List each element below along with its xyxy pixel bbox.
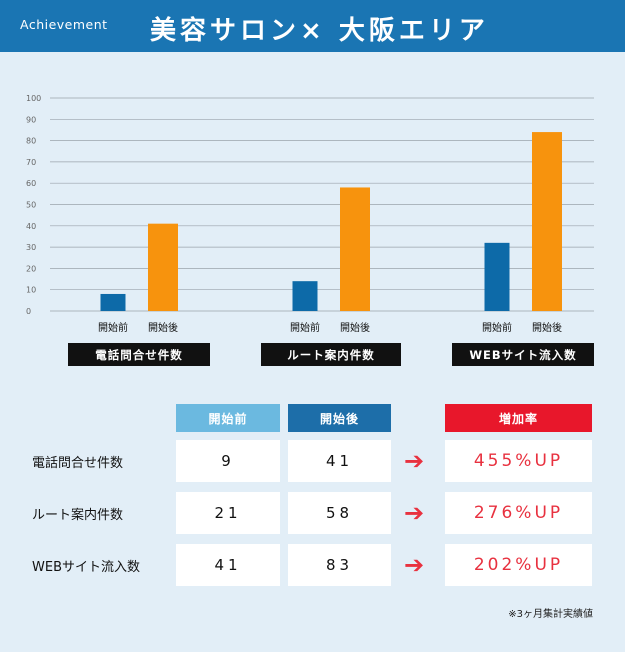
bar-after [532, 132, 562, 311]
footnote: ※3ヶ月集計実績値 [508, 609, 593, 620]
cell-before-phone: 9 [176, 440, 280, 482]
cell-after-route: 58 [288, 492, 391, 534]
cell-after-web: 83 [288, 544, 391, 586]
row-label-phone: 電話問合せ件数 [32, 455, 124, 471]
group-label-web: WEBサイト流入数 [452, 343, 594, 366]
y-tick-label: 100 [26, 94, 41, 103]
group-label-phone: 電話問合せ件数 [68, 343, 210, 366]
y-tick-label: 40 [26, 222, 36, 231]
chart-bars [100, 132, 562, 311]
cell-before-web: 41 [176, 544, 280, 586]
table-header-before: 開始前 [176, 404, 280, 432]
group-label-route: ルート案内件数 [261, 343, 401, 366]
table-header-rate: 増加率 [445, 404, 592, 432]
cell-rate-route: 276%UP [445, 492, 592, 534]
bar-category-label: 開始後 [340, 321, 370, 334]
cell-before-route: 21 [176, 492, 280, 534]
cell-rate-web: 202%UP [445, 544, 592, 586]
header-eyebrow: Achievement [20, 17, 108, 32]
header-banner: Achievement 美容サロン× 大阪エリア [0, 0, 625, 52]
bar-before [484, 242, 510, 311]
chart-category-labels: 開始前 開始後 開始前 開始後 開始前 開始後 [98, 321, 562, 334]
cell-rate-phone: 455%UP [445, 440, 592, 482]
y-tick-label: 50 [26, 201, 36, 210]
bar-category-label: 開始前 [98, 321, 128, 334]
bar-category-label: 開始後 [532, 321, 562, 334]
arrow-right-icon: ➔ [404, 551, 425, 579]
page-title: 美容サロン× 大阪エリア [150, 16, 489, 46]
arrow-right-icon: ➔ [404, 499, 425, 527]
bar-after [148, 223, 178, 311]
y-tick-label: 90 [26, 115, 36, 124]
cell-after-phone: 41 [288, 440, 391, 482]
bar-category-label: 開始前 [290, 321, 320, 334]
y-tick-label: 70 [26, 158, 36, 167]
y-tick-label: 60 [26, 179, 36, 188]
row-label-web: WEBサイト流入数 [32, 559, 140, 575]
y-tick-label: 20 [26, 264, 36, 273]
y-tick-label: 30 [26, 243, 36, 252]
bar-before [292, 281, 318, 311]
row-label-route: ルート案内件数 [32, 507, 124, 523]
bar-before [100, 293, 126, 311]
chart-grid: 0 10 20 30 40 50 60 70 80 90 100 [26, 94, 594, 316]
bar-category-label: 開始前 [482, 321, 512, 334]
y-tick-label: 0 [26, 307, 31, 316]
arrow-right-icon: ➔ [404, 447, 425, 475]
y-tick-label: 10 [26, 286, 36, 295]
y-tick-label: 80 [26, 137, 36, 146]
table-header-after: 開始後 [288, 404, 391, 432]
bar-category-label: 開始後 [148, 321, 178, 334]
bar-after [340, 187, 370, 311]
